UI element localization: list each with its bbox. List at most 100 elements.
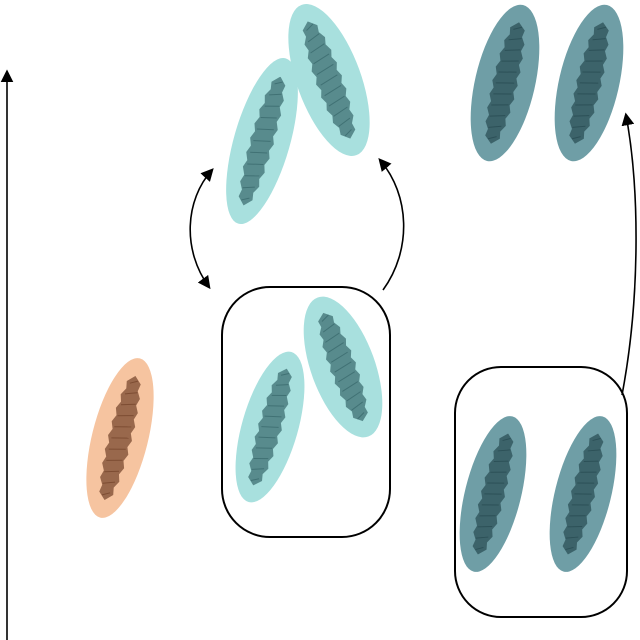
particle-hatch <box>484 493 502 495</box>
particle-hatch <box>587 449 601 452</box>
particle-hatch <box>357 412 365 420</box>
particle-hatch <box>250 151 268 154</box>
particle-hatch <box>498 71 517 73</box>
particle-hatch <box>258 436 276 439</box>
particle-hatch <box>261 426 279 428</box>
particle <box>288 4 370 156</box>
particle-hatch <box>493 93 512 95</box>
particle-hatch <box>577 482 595 484</box>
particle-hatch <box>255 447 273 449</box>
particle-hatch <box>592 38 606 41</box>
particle-hatch <box>582 71 601 73</box>
dark-pair-frame <box>454 366 628 618</box>
particle-hatch <box>280 372 290 376</box>
light-pair-double-arrow <box>189 168 214 290</box>
particle-hatch <box>585 60 603 62</box>
particle-hatch <box>102 481 116 484</box>
particle-hatch <box>592 437 601 442</box>
particle-hatch <box>338 117 351 127</box>
particle-hatch <box>251 468 265 470</box>
particle-hatch <box>328 95 345 107</box>
particle-hatch <box>274 81 283 85</box>
particle-hatch <box>583 460 599 463</box>
particle-hatch <box>114 426 132 428</box>
particle-hatch <box>571 136 581 140</box>
particle-hatch <box>108 448 126 450</box>
particle-hatch <box>129 380 139 384</box>
particle <box>226 57 298 225</box>
particle-hatch <box>104 470 120 473</box>
light-pair-transition-arrow <box>378 158 405 291</box>
particle-hatch <box>253 458 269 460</box>
particle-hatch <box>351 401 364 411</box>
particle-hatch <box>597 26 607 30</box>
pair-light-framed <box>235 296 383 503</box>
particle-hatch <box>491 104 509 106</box>
particle-hatch <box>493 460 509 463</box>
particle-hatch <box>574 493 592 495</box>
particle-hatch <box>256 128 274 131</box>
particle-hatch <box>489 115 506 117</box>
particle-hatch <box>513 26 523 30</box>
particle-hatch <box>327 342 344 353</box>
particle-hatch <box>244 175 260 177</box>
particle-hatch <box>487 136 497 140</box>
particle-hatch <box>124 392 138 395</box>
single-orange <box>86 358 154 518</box>
particle-hatch <box>330 351 348 363</box>
particle <box>459 416 527 572</box>
particle-hatch <box>120 403 136 406</box>
particle-hatch <box>316 63 334 75</box>
particle-hatch <box>497 449 511 452</box>
particle-hatch <box>477 525 493 528</box>
particle-hatch <box>475 536 489 539</box>
particle-hatch <box>481 504 499 506</box>
particle-hatch <box>324 85 342 97</box>
particle-hatch <box>338 371 356 383</box>
light-pair-frame <box>221 286 391 538</box>
particle-hatch <box>106 459 123 461</box>
particle-hatch <box>264 105 280 107</box>
particle-hatch <box>271 394 287 396</box>
particle-hatch <box>260 117 277 119</box>
particle-hatch <box>247 163 264 165</box>
particle-hatch <box>346 391 361 402</box>
particle-hatch <box>253 140 271 142</box>
particle <box>470 4 540 162</box>
particle-hatch <box>495 82 515 84</box>
particle-hatch <box>325 332 340 343</box>
particle-hatch <box>242 186 255 189</box>
particle-hatch <box>333 106 348 117</box>
particle-hatch <box>342 381 359 392</box>
particle-hatch <box>275 384 289 386</box>
particle-hatch <box>320 74 338 86</box>
particle-hatch <box>565 536 579 539</box>
particle-hatch <box>313 53 330 65</box>
particle <box>549 416 617 572</box>
particle-hatch <box>502 437 511 442</box>
particle-hatch <box>580 471 597 473</box>
particle-hatch <box>577 93 596 95</box>
particle-hatch <box>475 546 484 551</box>
particle-hatch <box>250 478 260 482</box>
particle-hatch <box>501 60 519 62</box>
particle-hatch <box>241 197 250 201</box>
particle-hatch <box>117 415 134 417</box>
particle <box>86 358 154 518</box>
particle-hatch <box>306 23 314 31</box>
particle-hatch <box>508 38 522 41</box>
pair-dark-top <box>470 4 624 162</box>
particle-hatch <box>579 82 599 84</box>
particle-hatch <box>488 125 502 128</box>
particle-hatch <box>572 125 586 128</box>
particle-hatch <box>565 546 574 551</box>
particle-hatch <box>269 93 282 96</box>
particle-hatch <box>490 471 507 473</box>
pair-light-top <box>226 4 370 225</box>
particle-hatch <box>575 104 593 106</box>
pair-dark-framed <box>459 416 617 572</box>
dark-pair-transition-arrow <box>621 112 637 396</box>
particle <box>303 296 383 438</box>
particle-hatch <box>111 437 129 439</box>
